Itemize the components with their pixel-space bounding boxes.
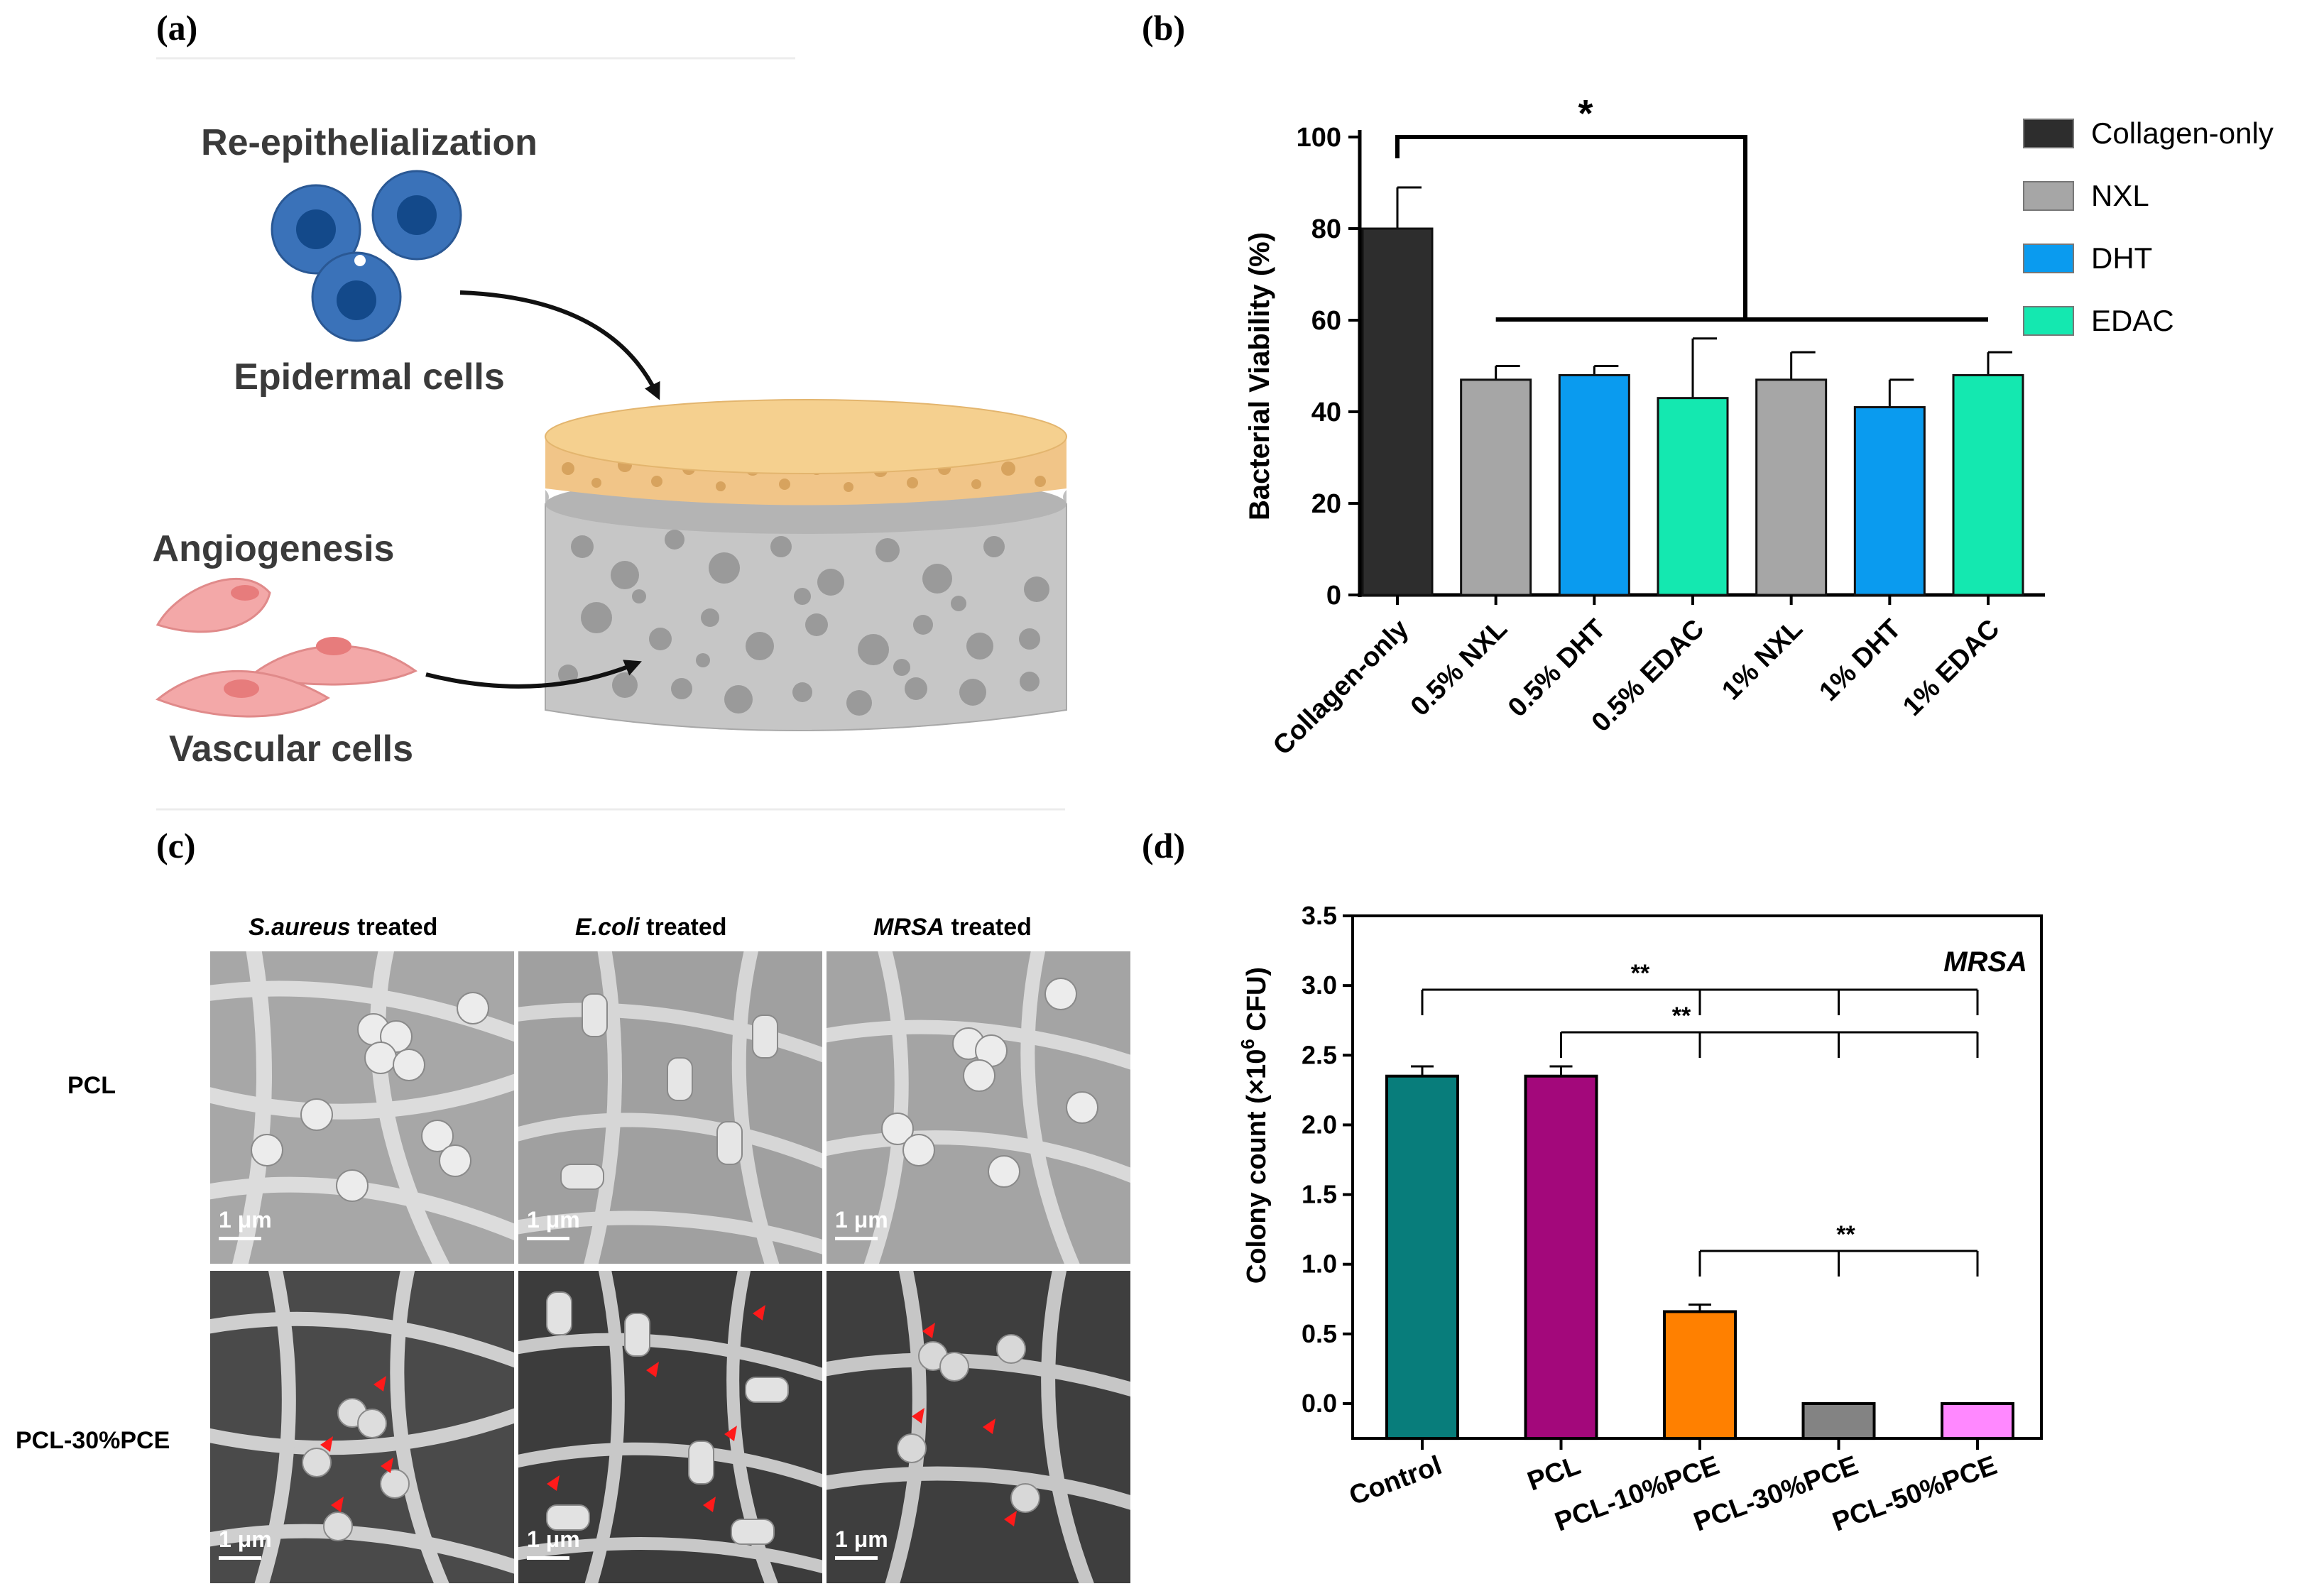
x-tick-label: Collagen-only — [1267, 614, 1414, 761]
significance-star: * — [1578, 92, 1593, 135]
y-tick-label: 80 — [1311, 214, 1341, 244]
sem-row-label-pcl-30pce: PCL-30%PCE — [16, 1427, 170, 1454]
scale-label: 1 μm — [219, 1207, 272, 1232]
y-tick-label: 0.5 — [1302, 1319, 1337, 1348]
y-tick-label: 0 — [1326, 581, 1341, 611]
significance-stars: ** — [1836, 1221, 1855, 1248]
scale-bar — [527, 1237, 569, 1240]
sem-row-label-pcl: PCL — [67, 1072, 116, 1099]
chart-b-ylabel: Bacterial Viability (%) — [1244, 232, 1275, 520]
panel-label-d: (d) — [1142, 826, 1186, 865]
legend-label: Collagen-only — [2091, 116, 2274, 150]
sem-col-header-2: E.coli treated — [575, 914, 727, 941]
y-tick-label: 60 — [1311, 306, 1341, 336]
y-tick-label: 2.0 — [1302, 1110, 1337, 1139]
scale-label: 1 μm — [835, 1207, 888, 1232]
x-tick-label: 1% DHT — [1813, 614, 1906, 707]
panel-label-c: (c) — [156, 826, 196, 865]
legend-swatch — [2023, 244, 2074, 273]
y-tick-label: 3.5 — [1302, 901, 1337, 930]
arrow-to-bottom-layer — [425, 660, 642, 689]
legend-label: DHT — [2091, 241, 2152, 275]
scale-bar — [527, 1556, 569, 1560]
significance-stars: ** — [1631, 960, 1650, 987]
legend-swatch — [2023, 306, 2074, 336]
legend-swatch — [2023, 181, 2074, 211]
sem-col-header-3: MRSA treated — [873, 914, 1032, 941]
bar-1-nxl — [1755, 378, 1828, 596]
x-tick-label: PCL — [1524, 1450, 1585, 1497]
angiogenesis-title: Angiogenesis — [153, 528, 395, 569]
y-tick-label: 2.5 — [1302, 1040, 1337, 1069]
bar-pcl-10-pce — [1663, 1310, 1737, 1441]
legend-label: NXL — [2091, 179, 2149, 212]
epidermal-cells-label: Epidermal cells — [234, 356, 505, 398]
sem-image-pcl30pce-ecoli: 1 μm — [518, 1271, 822, 1583]
significance-stars: ** — [1672, 1002, 1691, 1029]
significance-bracket — [1395, 135, 1747, 319]
bar-pcl-50-pce — [1941, 1402, 2014, 1441]
scale-bar — [835, 1556, 878, 1560]
legend-swatch — [2023, 119, 2074, 148]
y-tick-label: 20 — [1311, 489, 1341, 519]
x-tick-label: 0.5% NXL — [1405, 614, 1513, 722]
scale-label: 1 μm — [527, 1207, 580, 1232]
scale-bar — [219, 1237, 261, 1240]
sem-image-pcl30pce-saureus: 1 μm — [210, 1271, 514, 1583]
scale-bar — [219, 1556, 261, 1560]
sem-col-header-1: S.aureus treated — [249, 914, 438, 941]
y-tick-label: 1.0 — [1302, 1250, 1337, 1279]
sem-image-pcl-mrsa: 1 μm — [827, 951, 1130, 1264]
y-tick-label: 3.0 — [1302, 971, 1337, 1000]
y-tick-label: 0.0 — [1302, 1389, 1337, 1418]
wound-healing-illustration: Re-epithelialization Epidermal cells Ang… — [153, 57, 1067, 811]
y-tick-label: 100 — [1297, 123, 1341, 153]
y-tick-label: 40 — [1311, 398, 1341, 427]
scale-bar — [835, 1237, 878, 1240]
legend-label: EDAC — [2091, 304, 2174, 337]
x-tick-label: 0.5% DHT — [1502, 614, 1612, 723]
bar-1-edac — [1952, 373, 2024, 596]
scale-label: 1 μm — [835, 1526, 888, 1552]
y-tick-label: 1.5 — [1302, 1180, 1337, 1209]
arrow-to-top-layer — [459, 290, 660, 400]
x-tick-label: 1% NXL — [1716, 614, 1809, 706]
colony-count-chart: Colony count (×106 CFU) MRSA 0.0 0.5 1.0 1.… — [1237, 901, 2043, 1538]
x-tick-label: 1% EDAC — [1897, 614, 2005, 722]
scaffold-illustration — [545, 399, 1067, 731]
sem-image-pcl30pce-mrsa: 1 μm — [827, 1271, 1130, 1583]
panel-label-b: (b) — [1142, 8, 1186, 48]
scale-label: 1 μm — [219, 1526, 272, 1552]
bar-0-5-edac — [1657, 397, 1729, 596]
bar-1-dht — [1853, 406, 1926, 596]
bar-pcl-30-pce — [1801, 1402, 1876, 1441]
bar-control — [1385, 1074, 1459, 1441]
x-tick-label: Control — [1346, 1450, 1446, 1512]
re-epithelialization-title: Re-epithelialization — [201, 122, 538, 163]
sem-image-pcl-saureus: 1 μm — [210, 951, 514, 1264]
panel-label-a: (a) — [156, 8, 198, 48]
chart-d-ylabel: Colony count (×106 CFU) — [1237, 967, 1272, 1284]
epidermal-cells-icon — [271, 170, 462, 342]
bar-0-5-dht — [1558, 373, 1630, 596]
bacterial-viability-chart: Bacterial Viability (%) 0 20 40 60 80 100 Coll… — [1244, 92, 2274, 761]
bar-pcl — [1524, 1074, 1598, 1441]
sem-image-pcl-ecoli: 1 μm — [518, 951, 822, 1264]
bar-0-5-nxl — [1460, 378, 1532, 596]
vascular-cells-label: Vascular cells — [169, 728, 413, 770]
vascular-cells-icon — [156, 578, 418, 718]
bar-collagen-only — [1361, 227, 1434, 596]
scale-label: 1 μm — [527, 1526, 580, 1552]
mrsa-annotation: MRSA — [1943, 946, 2027, 978]
